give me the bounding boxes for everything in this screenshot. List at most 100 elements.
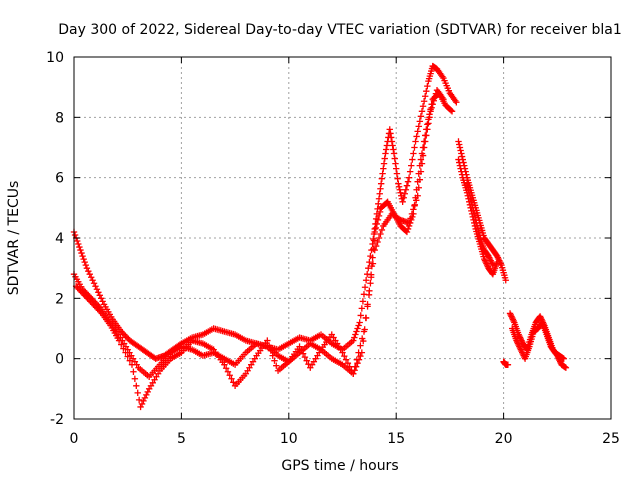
data-point (346, 363, 353, 370)
data-point (405, 219, 413, 227)
data-point (453, 99, 460, 106)
data-point (367, 274, 375, 281)
data-point (351, 334, 358, 341)
data-point (355, 349, 362, 356)
data-point (380, 165, 387, 172)
data-point (401, 190, 408, 197)
data-point (458, 171, 466, 178)
data-point (375, 195, 383, 202)
data-point (82, 261, 90, 269)
data-point (395, 180, 402, 187)
data-point (378, 226, 386, 234)
data-point (440, 96, 447, 103)
data-point (140, 397, 147, 405)
data-point (417, 156, 425, 163)
y-tick-label: 2 (55, 291, 64, 307)
x-tick-label: 5 (177, 431, 186, 447)
data-point (464, 183, 471, 190)
tick-marks (73, 56, 612, 420)
data-point (470, 207, 477, 215)
y-tick-label: 0 (55, 352, 64, 368)
series-track-6 (463, 180, 497, 269)
data-point (493, 258, 501, 266)
data-point (457, 147, 464, 154)
data-point (348, 367, 355, 374)
data-point (134, 389, 141, 397)
x-tick-label: 0 (70, 431, 79, 447)
data-point (87, 274, 95, 281)
data-point (359, 298, 367, 305)
data-point (271, 357, 278, 364)
data-point (95, 289, 102, 296)
data-point (415, 184, 422, 191)
data-point (418, 108, 426, 115)
data-point (379, 170, 386, 177)
data-point (414, 128, 421, 135)
data-point (367, 280, 374, 287)
data-point (468, 201, 476, 209)
data-point (447, 107, 455, 114)
data-point (79, 252, 86, 260)
data-point (381, 155, 388, 162)
data-point (430, 97, 437, 104)
series-track-2 (70, 90, 456, 380)
data-point (420, 98, 428, 105)
data-point (383, 142, 391, 149)
data-point (423, 132, 430, 139)
data-point (417, 168, 425, 175)
data-point (426, 114, 433, 121)
data-point (76, 243, 83, 251)
data-point (354, 325, 361, 332)
data-point (342, 356, 350, 363)
data-point (387, 130, 394, 137)
data-point (80, 255, 87, 263)
data-point (133, 382, 140, 390)
data-point (376, 208, 384, 216)
data-point (344, 359, 352, 367)
data-point (224, 368, 232, 375)
data-point (299, 350, 307, 357)
data-point (374, 216, 382, 224)
data-point (341, 352, 348, 360)
data-point (489, 261, 497, 269)
data-point (456, 144, 464, 151)
data-point (400, 194, 407, 201)
data-point (366, 287, 373, 294)
data-point (457, 165, 464, 172)
data-point (408, 162, 415, 169)
data-point (466, 189, 473, 196)
data-point (354, 359, 361, 367)
data-point (120, 345, 127, 352)
data-point (395, 183, 403, 190)
data-point (467, 195, 474, 202)
data-point (414, 192, 421, 199)
data-point (424, 82, 431, 90)
data-point (96, 292, 103, 299)
data-point (267, 347, 275, 354)
data-point (378, 175, 386, 182)
data-point (377, 185, 384, 192)
data-point (415, 123, 422, 130)
data-point (122, 349, 129, 356)
data-point (413, 197, 420, 204)
data-point (371, 228, 378, 236)
data-point (416, 176, 424, 183)
data-point (353, 328, 360, 335)
data-point (421, 93, 429, 100)
data-point (392, 160, 399, 167)
data-point (126, 357, 134, 364)
data-point (360, 328, 368, 335)
data-point (410, 206, 417, 213)
data-point (303, 357, 310, 364)
data-point (419, 152, 427, 159)
y-tick-label: 6 (55, 171, 64, 187)
data-point (465, 186, 472, 193)
data-point (448, 108, 456, 115)
data-point (369, 240, 376, 248)
data-point (504, 361, 512, 368)
data-point (135, 396, 143, 404)
data-point (230, 379, 237, 386)
data-point (83, 264, 91, 272)
data-point (427, 108, 434, 115)
